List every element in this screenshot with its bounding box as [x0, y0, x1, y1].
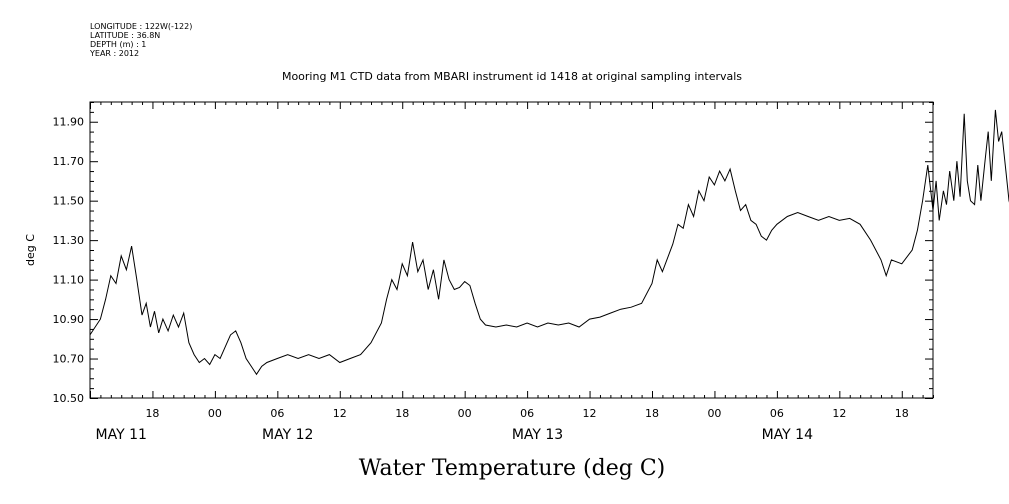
depth-label: DEPTH (m) : 1 — [90, 40, 146, 49]
y-tick-label: 10.50 — [53, 392, 85, 405]
longitude-label: LONGITUDE : 122W(-122) — [90, 22, 192, 31]
y-tick-labels: 10.50 10.70 10.90 11.10 11.30 11.50 11.70 11.90 — [53, 116, 85, 405]
y-tick-label: 11.50 — [53, 195, 85, 208]
x-tick-label: 12 — [583, 407, 597, 420]
y-tick-label: 11.10 — [53, 274, 85, 287]
y-axis-label: deg C — [24, 234, 37, 266]
x-tick-label: 18 — [395, 407, 409, 420]
y-tick-label: 11.90 — [53, 116, 85, 129]
x-tick-label: 06 — [520, 407, 534, 420]
day-label: MAY 12 — [262, 427, 313, 443]
x-tick-labels: 18 00 06 12 18 00 06 12 18 00 06 12 18 — [145, 407, 908, 420]
x-tick-label: 18 — [895, 407, 909, 420]
x-tick-label: 12 — [832, 407, 846, 420]
y-tick-label: 10.90 — [53, 313, 85, 326]
latitude-label: LATITUDE : 36.8N — [90, 31, 160, 40]
day-label: MAY 14 — [762, 427, 813, 443]
y-tick-label: 11.70 — [53, 155, 85, 168]
x-tick-label: 00 — [458, 407, 472, 420]
day-label: MAY 11 — [96, 427, 147, 443]
x-tick-label: 18 — [145, 407, 159, 420]
x-tick-label: 18 — [645, 407, 659, 420]
x-tick-label: 06 — [270, 407, 284, 420]
x-tick-label: 12 — [333, 407, 347, 420]
x-axis-label: Water Temperature (deg C) — [359, 456, 666, 481]
axis-ticks — [90, 102, 934, 399]
year-label: YEAR : 2012 — [89, 49, 139, 58]
metadata-block: LONGITUDE : 122W(-122) LATITUDE : 36.8N … — [89, 22, 192, 58]
x-tick-label: 00 — [208, 407, 222, 420]
y-tick-label: 10.70 — [53, 353, 85, 366]
x-tick-label: 00 — [707, 407, 721, 420]
x-tick-label: 06 — [770, 407, 784, 420]
temperature-line — [89, 109, 1009, 376]
plot-frame — [89, 101, 934, 399]
day-label: MAY 13 — [512, 427, 563, 443]
chart-title: Mooring M1 CTD data from MBARI instrumen… — [282, 70, 742, 83]
y-tick-label: 11.30 — [53, 234, 85, 247]
